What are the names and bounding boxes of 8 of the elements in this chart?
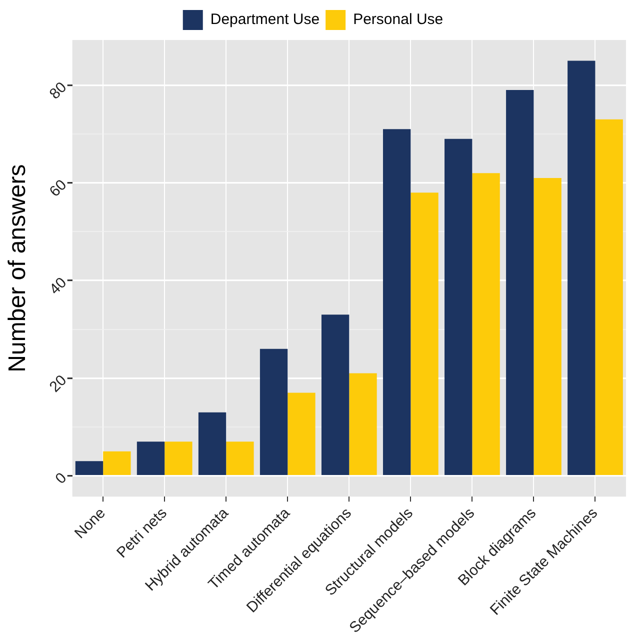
legend-label: Personal Use [353, 11, 444, 28]
y-tick-label: 0 [52, 470, 70, 488]
y-tick-label: 80 [46, 78, 70, 103]
legend-label: Department Use [210, 11, 320, 28]
y-tick-label: 20 [46, 372, 70, 396]
y-tick-label: 60 [46, 176, 70, 200]
y-axis-title: Number of answers [4, 164, 32, 372]
y-tick-label: 40 [46, 274, 70, 298]
